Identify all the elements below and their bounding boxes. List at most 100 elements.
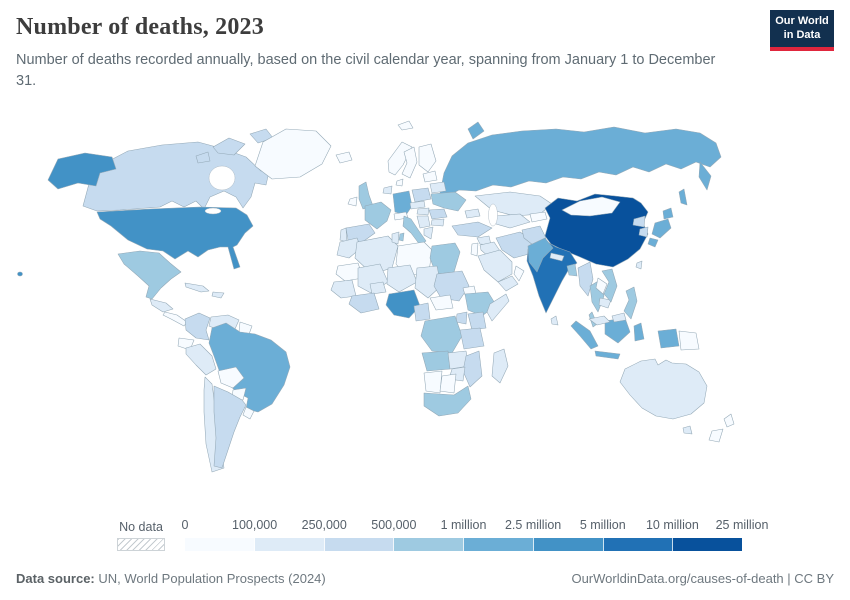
country-canada[interactable] bbox=[195, 151, 211, 164]
country-senegal-guinea[interactable] bbox=[330, 279, 357, 299]
country-argentina[interactable] bbox=[213, 385, 247, 469]
country-tunisia[interactable] bbox=[391, 231, 400, 245]
country-nigeria[interactable] bbox=[385, 289, 421, 319]
country-russia[interactable] bbox=[439, 126, 722, 197]
country-oman[interactable] bbox=[513, 265, 525, 282]
country-democratic-republic-of-congo[interactable] bbox=[420, 315, 463, 354]
country-nepal[interactable] bbox=[549, 252, 565, 262]
country-italy[interactable] bbox=[398, 232, 405, 242]
country-japan[interactable] bbox=[662, 207, 674, 220]
country-france[interactable] bbox=[364, 201, 392, 230]
country-russia[interactable] bbox=[467, 121, 485, 140]
country-sudan[interactable] bbox=[433, 270, 470, 302]
country-svalbard[interactable] bbox=[397, 120, 414, 131]
legend-bin-5[interactable] bbox=[533, 538, 604, 552]
country-yemen[interactable] bbox=[497, 275, 519, 292]
country-russia[interactable] bbox=[678, 188, 688, 206]
country-greenland[interactable] bbox=[254, 128, 332, 180]
country-burkina-faso[interactable] bbox=[369, 281, 387, 295]
legend-bin-7[interactable] bbox=[673, 538, 742, 552]
country-somalia[interactable] bbox=[486, 293, 510, 322]
country-turkey[interactable] bbox=[451, 221, 493, 238]
country-saudi-arabia[interactable] bbox=[477, 249, 513, 283]
legend-bin-0[interactable] bbox=[185, 538, 255, 552]
country-united-states[interactable] bbox=[96, 206, 254, 270]
country-cameroon[interactable] bbox=[413, 302, 431, 322]
country-poland[interactable] bbox=[411, 187, 432, 203]
country-denmark[interactable] bbox=[395, 178, 404, 187]
country-israel-jordan[interactable] bbox=[470, 242, 479, 257]
country-taiwan[interactable] bbox=[635, 260, 643, 270]
country-united-states[interactable] bbox=[17, 271, 23, 277]
country-vietnam[interactable] bbox=[601, 268, 618, 303]
country-indonesia[interactable] bbox=[594, 350, 621, 360]
country-malaysia[interactable] bbox=[588, 315, 611, 326]
country-indonesia[interactable] bbox=[570, 320, 599, 350]
country-uzbekistan-turkmenistan[interactable] bbox=[494, 213, 531, 229]
country-cote-divoire-ghana[interactable] bbox=[348, 292, 380, 314]
country-cambodia[interactable] bbox=[598, 297, 612, 309]
legend-bin-1[interactable] bbox=[254, 538, 325, 552]
country-finland[interactable] bbox=[418, 143, 437, 173]
country-cuba[interactable] bbox=[184, 282, 210, 293]
legend-no-data-swatch[interactable] bbox=[117, 538, 165, 552]
country-canada[interactable] bbox=[212, 137, 246, 156]
country-ireland[interactable] bbox=[347, 196, 358, 207]
legend-bin-4[interactable] bbox=[464, 538, 534, 552]
country-central-america[interactable] bbox=[162, 311, 188, 327]
legend-bin-6[interactable] bbox=[603, 538, 674, 552]
country-north-korea[interactable] bbox=[632, 215, 646, 228]
country-morocco[interactable] bbox=[336, 237, 362, 259]
country-mongolia[interactable] bbox=[561, 196, 621, 217]
country-benelux[interactable] bbox=[382, 185, 393, 195]
country-mauritania[interactable] bbox=[335, 262, 364, 282]
country-bolivia[interactable] bbox=[217, 366, 245, 389]
country-niger[interactable] bbox=[386, 264, 418, 293]
country-greece[interactable] bbox=[423, 226, 434, 240]
country-germany[interactable] bbox=[392, 190, 413, 216]
country-guatemala[interactable] bbox=[149, 298, 174, 313]
country-angola[interactable] bbox=[421, 350, 451, 372]
legend-bin-2[interactable] bbox=[324, 538, 395, 552]
country-united-states[interactable] bbox=[47, 152, 117, 190]
country-bulgaria[interactable] bbox=[430, 218, 445, 227]
country-baltics[interactable] bbox=[422, 170, 438, 183]
country-sweden[interactable] bbox=[401, 146, 418, 179]
country-indonesia[interactable] bbox=[633, 322, 645, 342]
owid-logo[interactable]: Our World in Data bbox=[770, 10, 834, 51]
country-japan[interactable] bbox=[651, 218, 672, 239]
country-south-africa[interactable] bbox=[423, 385, 472, 417]
country-new-zealand[interactable] bbox=[708, 428, 724, 443]
country-iceland[interactable] bbox=[335, 151, 353, 164]
country-peru[interactable] bbox=[185, 343, 217, 376]
country-romania[interactable] bbox=[428, 208, 448, 220]
country-portugal[interactable] bbox=[339, 227, 348, 243]
legend-bin-3[interactable] bbox=[394, 538, 464, 552]
credit-line[interactable]: OurWorldinData.org/causes-of-death | CC … bbox=[571, 571, 834, 586]
country-brazil[interactable] bbox=[208, 322, 291, 413]
country-bangladesh[interactable] bbox=[566, 263, 578, 277]
country-uganda[interactable] bbox=[455, 311, 468, 325]
country-laos[interactable] bbox=[595, 277, 608, 295]
country-australia[interactable] bbox=[682, 425, 693, 435]
country-malaysia[interactable] bbox=[611, 312, 627, 323]
country-uruguay[interactable] bbox=[242, 406, 255, 420]
country-caucasus[interactable] bbox=[464, 208, 481, 219]
country-papua-new-guinea[interactable] bbox=[678, 330, 700, 351]
country-mexico[interactable] bbox=[117, 250, 182, 300]
country-new-zealand[interactable] bbox=[723, 413, 735, 428]
country-sri-lanka[interactable] bbox=[550, 315, 559, 326]
country-spain[interactable] bbox=[345, 223, 376, 244]
country-namibia[interactable] bbox=[423, 370, 443, 394]
country-tanzania[interactable] bbox=[459, 327, 485, 350]
country-colombia[interactable] bbox=[184, 312, 211, 341]
country-norway[interactable] bbox=[387, 141, 413, 176]
country-czechia-slovakia[interactable] bbox=[409, 200, 426, 210]
country-central-african-republic[interactable] bbox=[429, 294, 454, 311]
country-mozambique[interactable] bbox=[462, 350, 483, 388]
country-kyrgyzstan-tajikistan[interactable] bbox=[529, 211, 548, 223]
country-australia[interactable] bbox=[619, 358, 708, 420]
country-indonesia[interactable] bbox=[657, 328, 680, 349]
country-ukraine[interactable] bbox=[430, 191, 467, 212]
country-pakistan[interactable] bbox=[527, 237, 554, 273]
